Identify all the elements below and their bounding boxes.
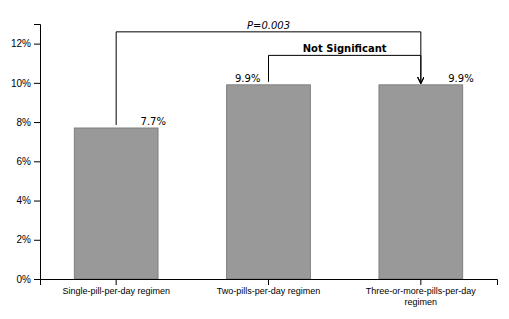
y-tick-label: 0% <box>17 274 32 285</box>
y-tick-label: 10% <box>11 78 31 89</box>
value-labels: 7.7% 9.9% 9.9% <box>141 73 474 127</box>
bracket <box>269 55 421 81</box>
x-tick: Three-or-more-pills-per-dayregimen <box>366 279 477 307</box>
value-label: 9.9% <box>235 73 260 84</box>
bracket <box>116 32 421 125</box>
y-tick: 8% <box>17 117 40 128</box>
annotation-label: Not Significant <box>303 43 387 54</box>
x-axis: Single-pill-per-day regimen Two-pills-per… <box>41 279 498 307</box>
y-tick-label: 4% <box>17 195 32 206</box>
bracket-arrow <box>420 32 421 83</box>
x-tick-label: Single-pill-per-day regimen <box>62 286 170 296</box>
y-tick-mark <box>34 279 40 280</box>
y-tick: 0% <box>17 274 40 285</box>
x-tick: Single-pill-per-day regimen <box>62 279 170 296</box>
value-label: 7.7% <box>141 116 166 127</box>
y-tick: 2% <box>17 234 40 245</box>
y-axis: 0% 2% 4% 6% 8% 10% 12% <box>11 25 41 285</box>
x-tick-mark <box>268 279 269 285</box>
y-tick: 6% <box>17 156 40 167</box>
x-tick-mark <box>420 279 421 285</box>
value-label: 9.9% <box>448 73 473 84</box>
y-tick-label: 2% <box>17 234 32 245</box>
y-tick-mark <box>34 201 40 202</box>
plot: 0% 2% 4% 6% 8% 10% 12% Single-pill-per-day regi… <box>11 20 498 307</box>
y-tick-mark <box>34 122 40 123</box>
y-tick-mark <box>34 83 40 84</box>
y-tick-label: 8% <box>17 117 32 128</box>
annotations: P=0.003 Not Significant <box>116 20 421 125</box>
bar <box>74 128 158 279</box>
y-axis-line <box>34 25 41 280</box>
y-tick: 12% <box>11 38 40 49</box>
y-tick: 4% <box>17 195 40 206</box>
annotation-label: P=0.003 <box>247 20 290 31</box>
y-tick-mark <box>34 240 40 241</box>
bar <box>227 85 311 279</box>
y-tick: 10% <box>11 78 40 89</box>
y-tick-mark <box>34 44 40 45</box>
x-tick: Two-pills-per-day regimen <box>217 279 321 296</box>
x-tick-label: Two-pills-per-day regimen <box>217 286 321 296</box>
x-axis-line <box>41 280 498 286</box>
y-tick-label: 6% <box>17 156 32 167</box>
bracket-arrow <box>420 55 421 82</box>
bar <box>379 85 463 279</box>
x-tick-label: Three-or-more-pills-per-dayregimen <box>366 286 477 306</box>
y-tick-mark <box>34 161 40 162</box>
x-tick-mark <box>116 279 117 285</box>
y-tick-label: 12% <box>11 38 31 49</box>
bars <box>74 85 462 279</box>
chart: 0% 2% 4% 6% 8% 10% 12% Single-pill-per-day regi… <box>0 0 509 319</box>
